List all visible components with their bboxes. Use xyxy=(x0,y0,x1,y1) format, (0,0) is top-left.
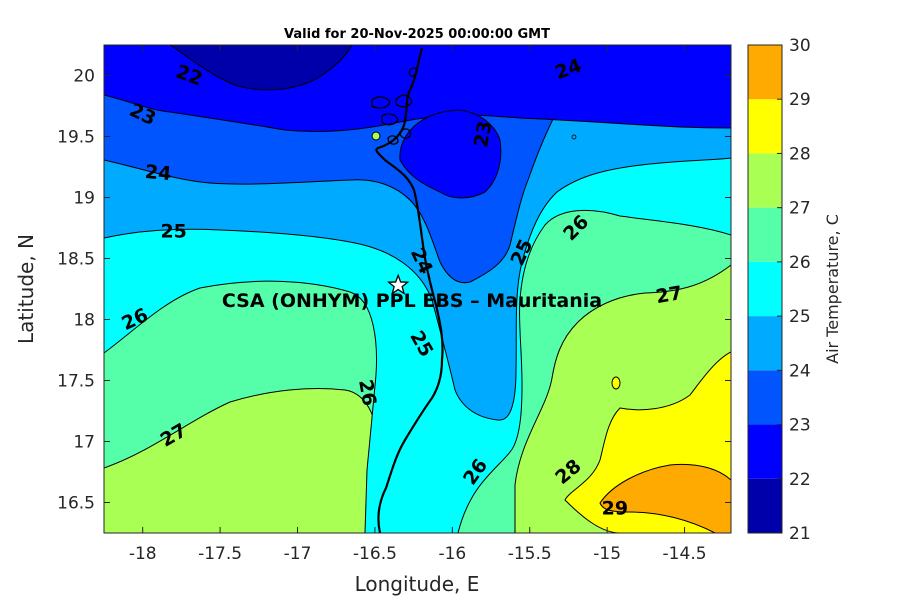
y-tick-label: 17 xyxy=(73,433,95,453)
colorbar-swatch xyxy=(748,316,782,371)
y-tick-label: 16.5 xyxy=(57,494,95,514)
site-star-icon xyxy=(386,273,410,295)
colorbar-label: Air Temperature, C xyxy=(823,214,842,364)
band-27-28-west xyxy=(104,388,379,533)
x-tick-label: -15 xyxy=(593,544,621,564)
y-tick-label: 19.5 xyxy=(57,128,95,148)
x-tick-label: -16 xyxy=(438,544,466,564)
colorbar-tick-label: 29 xyxy=(789,90,811,110)
site-label: CSA (ONHYM) PPL EBS – Mauritania xyxy=(222,290,602,312)
contour-label: 26 xyxy=(354,378,380,408)
colorbar-frame xyxy=(747,44,783,534)
colorbar-swatch xyxy=(748,261,782,317)
colorbar-swatch xyxy=(748,153,782,208)
x-tick-label: -16.5 xyxy=(353,544,397,564)
colorbar-swatch xyxy=(748,370,782,425)
plot-frame xyxy=(103,44,732,534)
colorbar-tick-label: 25 xyxy=(789,307,811,327)
figure-title: Valid for 20-Nov-2025 00:00:00 GMT xyxy=(284,27,550,42)
colorbar-swatch xyxy=(748,45,782,100)
x-tick-label: -14.5 xyxy=(663,544,707,564)
colorbar-tick-label: 22 xyxy=(789,470,811,490)
y-tick-label: 18.5 xyxy=(57,250,95,270)
x-tick-label: -15.5 xyxy=(508,544,552,564)
contour-label: 23 xyxy=(470,119,496,149)
colorbar-swatch xyxy=(748,99,782,154)
band-21-22 xyxy=(169,45,353,91)
band-22-23-blob xyxy=(399,109,502,199)
contour-label: 29 xyxy=(602,498,628,520)
site-marker[interactable] xyxy=(386,273,410,295)
colorbar-tick-label: 26 xyxy=(789,253,811,273)
y-axis-ticks: 16.5 17 17.5 18 18.5 19 19.5 20 xyxy=(57,67,731,514)
y-tick-label: 18 xyxy=(73,311,95,331)
band-28-island xyxy=(611,376,621,390)
y-axis-label: Latitude, N xyxy=(14,234,38,344)
coastal-islands xyxy=(371,67,418,145)
colorbar-swatch xyxy=(748,424,782,479)
x-tick-label: -18 xyxy=(129,544,157,564)
colorbar: 21 22 23 24 25 26 27 28 29 30 xyxy=(748,36,811,544)
colorbar-swatch xyxy=(748,478,782,533)
colorbar-tick-label: 27 xyxy=(789,199,811,219)
contour-label: 24 xyxy=(144,161,172,185)
colorbar-swatch xyxy=(748,207,782,262)
colorbar-tick-label: 24 xyxy=(789,361,811,381)
y-tick-label: 19 xyxy=(73,189,95,209)
contour-label: 27 xyxy=(654,282,684,308)
y-tick-label: 20 xyxy=(73,67,95,87)
colorbar-tick-label: 23 xyxy=(789,416,811,436)
x-tick-label: -17 xyxy=(284,544,312,564)
coastal-islet xyxy=(371,131,381,141)
colorbar-tick-label: 30 xyxy=(789,36,811,56)
x-axis-ticks: -18 -17.5 -17 -16.5 -16 -15.5 -15 -14.5 xyxy=(129,45,707,564)
contour-label: 25 xyxy=(160,221,186,243)
coastline xyxy=(375,47,444,533)
band-29-30 xyxy=(599,463,731,533)
x-tick-label: -17.5 xyxy=(198,544,242,564)
band-23-islet xyxy=(571,134,577,140)
colorbar-tick-label: 21 xyxy=(789,524,811,544)
y-tick-label: 17.5 xyxy=(57,372,95,392)
colorbar-tick-label: 28 xyxy=(789,144,811,164)
x-axis-label: Longitude, E xyxy=(355,572,480,596)
